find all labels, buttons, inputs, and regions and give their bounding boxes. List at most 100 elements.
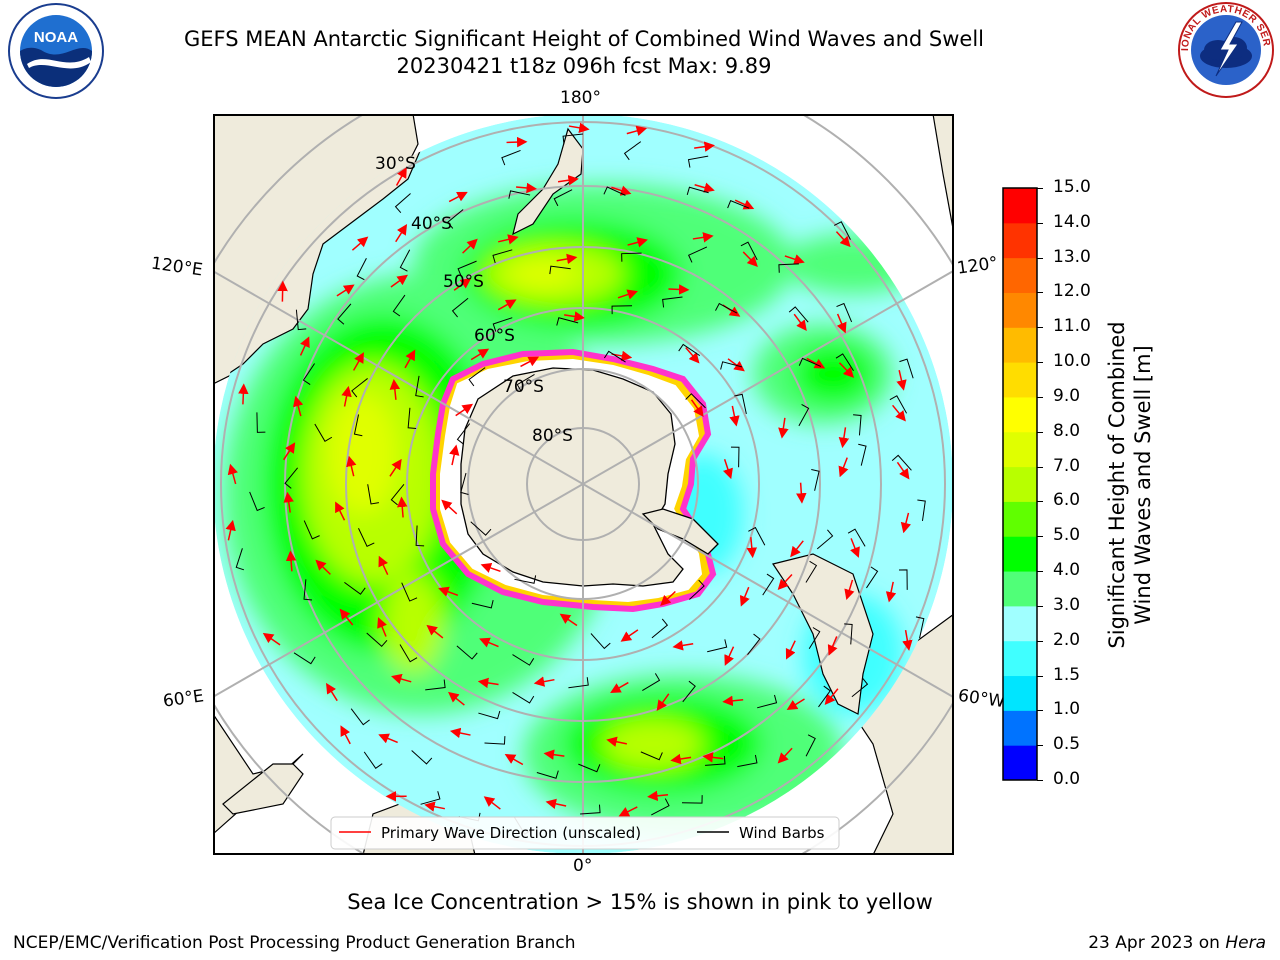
wave-arrow [498, 234, 519, 245]
wave-arrow [777, 747, 793, 764]
wave-arrow [404, 349, 416, 369]
wind-barb [363, 751, 383, 769]
colorbar-segment [1003, 396, 1037, 433]
wind-barb [392, 294, 406, 317]
wave-arrow [784, 254, 805, 265]
colorbar-title-line1: Significant Height of Combined [1105, 321, 1129, 649]
wave-arrow [533, 676, 555, 687]
wind-barb [917, 499, 926, 521]
colorbar-tick-mark [1037, 292, 1043, 294]
wind-barb [366, 632, 388, 647]
wind-barb [678, 343, 701, 357]
wave-arrow [545, 798, 567, 809]
wind-barb [866, 566, 879, 589]
wave-arrow [722, 459, 733, 480]
colorbar-border [1002, 187, 1038, 781]
wind-barb [470, 521, 492, 536]
colorbar-tick-mark [1037, 640, 1043, 642]
wave-arrow [293, 395, 304, 417]
wave-arrow [389, 378, 401, 400]
wave-arrow [568, 122, 590, 133]
wind-barb [484, 736, 506, 745]
colorbar-title-line2: Wind Waves and Swell [m] [1131, 345, 1155, 625]
wind-barb [651, 618, 669, 639]
wave-arrow [620, 629, 639, 642]
wind-barb [468, 367, 486, 387]
wave-arrow [724, 646, 735, 666]
wind-barb [642, 673, 661, 692]
wind-barb [456, 423, 471, 445]
colorbar-tick-label: 2.0 [1053, 629, 1081, 650]
wind-barb [303, 579, 313, 601]
colorbar-segment [1003, 327, 1037, 363]
wind-barb [915, 616, 925, 639]
colorbar-tick-label: 0.5 [1053, 734, 1081, 755]
wind-barb [407, 407, 417, 429]
wind-barb [847, 528, 866, 547]
colorbar [1002, 187, 1038, 781]
colorbar-segment [1003, 257, 1037, 293]
wind-barb [853, 414, 862, 436]
colorbar-tick-mark [1037, 222, 1043, 224]
colorbar-tick-label: 9.0 [1053, 385, 1081, 406]
wind-barb [747, 633, 761, 656]
colorbar-tick-label: 3.0 [1053, 594, 1081, 615]
wave-arrow [397, 496, 408, 518]
wind-barb [351, 378, 368, 398]
wind-barb [501, 149, 521, 166]
colorbar-segment [1003, 501, 1037, 537]
wave-arrow [739, 586, 750, 607]
wind-barb [805, 560, 818, 583]
wave-arrow [480, 562, 501, 573]
colorbar-segment [1003, 536, 1037, 572]
colorbar-segment [1003, 640, 1037, 677]
wave-arrow [900, 512, 912, 534]
wind-barb [420, 791, 441, 805]
wind-barb [353, 414, 363, 437]
wave-arrow [672, 640, 694, 651]
footer-date: 23 Apr 2023 on [1088, 933, 1226, 953]
wind-barb [640, 751, 663, 761]
lat-label-50s: 50°S [443, 272, 484, 292]
colorbar-tick-label: 13.0 [1053, 246, 1091, 267]
wave-arrow [504, 754, 524, 766]
lat-label-70s: 70°S [503, 377, 544, 397]
colorbar-tick-mark [1037, 501, 1043, 503]
colorbar-tick-label: 4.0 [1053, 560, 1081, 581]
wave-arrow [836, 313, 847, 334]
wind-barb [662, 296, 683, 308]
wave-arrow [378, 555, 389, 576]
wave-arrow [426, 624, 444, 639]
wind-barbs [235, 133, 926, 835]
wave-arrow [778, 417, 789, 439]
wind-barb [891, 454, 912, 471]
colorbar-segment [1003, 362, 1037, 398]
wind-barb [303, 520, 320, 540]
wind-barb [833, 221, 851, 240]
colorbar-tick-label: 11.0 [1053, 316, 1091, 337]
footer-right: 23 Apr 2023 on Hera [1088, 933, 1266, 953]
wind-barb [471, 600, 494, 609]
wind-barb [808, 627, 821, 649]
wind-barb [651, 798, 670, 816]
wave-arrow [299, 336, 310, 356]
footer-left: NCEP/EMC/Verification Post Processing Pr… [13, 933, 576, 953]
wave-arrow [702, 752, 724, 763]
wind-barb [367, 484, 379, 505]
wave-arrow [734, 199, 755, 210]
wind-barb [553, 189, 573, 207]
wave-arrow [690, 399, 704, 418]
wave-arrow [391, 673, 412, 685]
colorbar-title: Significant Height of Combined Wind Wave… [1104, 321, 1156, 648]
wave-arrow [389, 458, 402, 477]
wind-barb [762, 573, 775, 596]
colorbar-tick-label: 1.5 [1053, 664, 1081, 685]
wave-arrow [746, 537, 758, 559]
wind-barb [603, 350, 626, 363]
colorbar-tick-mark [1037, 745, 1043, 747]
wind-barb [568, 677, 589, 689]
wave-arrow [892, 404, 906, 422]
colorbar-segment [1003, 571, 1037, 607]
legend-barb-label: Wind Barbs [739, 824, 825, 842]
colorbar-segment [1003, 292, 1037, 328]
